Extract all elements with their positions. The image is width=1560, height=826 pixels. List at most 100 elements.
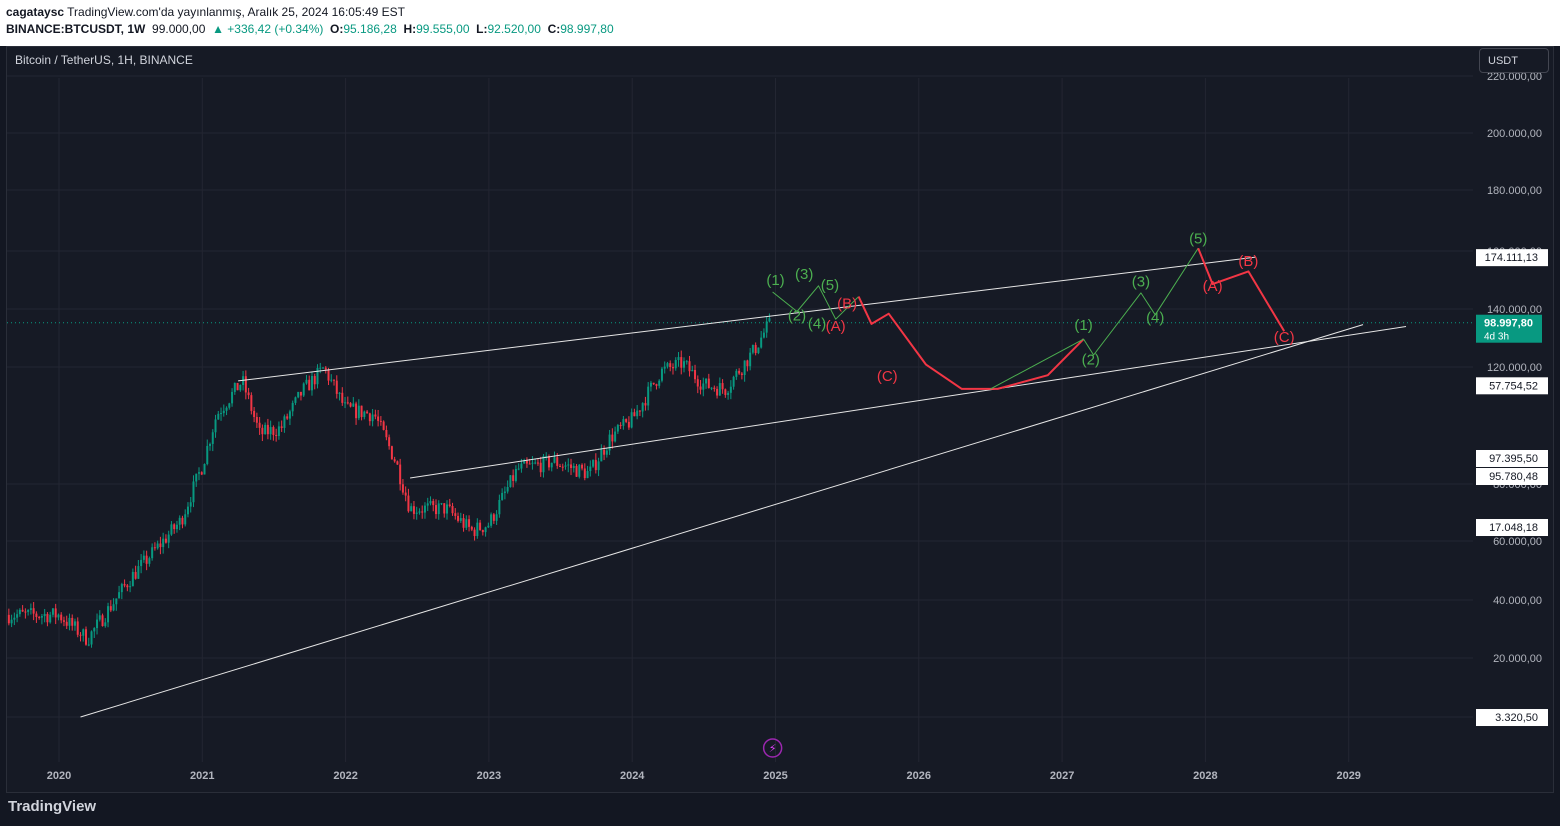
candle-body [62,620,65,622]
candle-body [542,456,545,473]
candle-body [118,592,121,599]
candle-body [768,318,771,322]
candle-body [239,385,242,391]
candle-body [35,613,38,617]
candle-body [616,425,619,432]
candle-body [71,617,74,626]
candle-body [87,644,90,646]
candle-body [261,427,264,435]
price-label-box [1476,709,1548,727]
candle-body [492,514,495,521]
candle-body [583,468,586,479]
candle-body [663,366,666,369]
candle-body [627,421,630,428]
candle-body [73,621,76,626]
candle-body [148,558,151,564]
candle-body [721,383,724,390]
x-tick-label: 2023 [477,770,501,782]
published-text: TradingView.com'da yayınlanmış, Aralık 2… [67,5,405,19]
trend-line [410,326,1407,479]
candle-body [699,386,702,390]
candle-body [517,468,520,470]
candle-body [231,391,234,404]
candle-body [622,419,625,426]
flash-icon[interactable] [762,738,783,758]
candle-body [192,481,195,503]
candle-body [258,422,261,428]
candle-body [528,463,531,465]
candle-body [671,367,674,369]
candle-body [151,547,154,559]
wave-label: (5) [821,277,839,294]
candle-body [134,571,137,579]
author-name[interactable]: cagataysc [6,5,65,19]
candle-body [316,367,319,385]
candle-body [164,538,167,543]
candle-body [605,450,608,455]
candle-body [322,367,325,369]
price-label-text: 174.111,13 [1485,252,1538,264]
candle-body [718,383,721,396]
candle-body [162,538,165,548]
candle-body [716,388,719,396]
close-label: C: [547,22,561,36]
candle-body [288,411,291,419]
candle-body [310,376,313,391]
candle-body [10,619,13,624]
candle-body [685,361,688,363]
candle-body [749,352,752,367]
candle-body [195,473,198,482]
candle-body [178,517,181,525]
publication-header: cagataysc TradingView.com'da yayınlanmış… [0,0,1560,46]
candle-body [589,466,592,472]
candle-body [352,403,355,407]
candle-body [286,416,289,419]
plot-area[interactable]: (1)(2)(3)(4)(5)(A)(B)(C)(1)(2)(3)(4)(5)(… [7,230,1473,718]
brand-text: TradingView [8,798,97,815]
candle-body [393,459,396,462]
projection-wave-red-2 [1197,247,1286,332]
candle-body [705,378,708,384]
candle-body [636,410,639,417]
candle-body [57,614,60,618]
candle-body [374,414,377,417]
candle-body [399,464,402,485]
symbol-name[interactable]: BINANCE:BTCUSDT, 1W [6,22,146,36]
candle-body [371,414,374,422]
candle-body [313,376,316,385]
candle-body [333,379,336,381]
candle-body [536,462,539,464]
currency-button[interactable]: USDT [1479,48,1549,73]
candle-body [159,543,162,548]
candle-body [547,456,550,468]
candle-body [228,403,231,408]
high-label: H: [403,22,417,36]
publication-info: cagataysc TradingView.com'da yayınlanmış… [6,5,405,19]
candle-body [743,360,746,375]
candle-body [476,522,479,537]
y-tick-label: 120.000,00 [1487,362,1542,374]
candle-body [299,391,302,396]
candle-body [655,384,658,386]
y-tick-label: 140.000,00 [1487,304,1542,316]
candle-body [434,505,437,515]
candle-body [7,614,10,624]
candle-body [760,337,763,348]
candle-body [291,402,294,412]
candle-body [327,369,330,381]
candle-body [446,504,449,514]
candle-body [625,419,628,422]
tradingview-logo[interactable]: TradingView [8,798,96,815]
candle-body [694,369,697,380]
candle-body [21,609,24,612]
ohlc-legend: BINANCE:BTCUSDT, 1W 99.000,00 ▲ +336,42 … [6,22,614,36]
candle-body [167,534,170,543]
candle-body [27,609,30,612]
wave-label: (1) [1074,317,1092,334]
candle-body [707,378,710,388]
candle-body [440,503,443,505]
candle-body [250,395,253,411]
open-value: 95.186,28 [343,22,397,36]
candle-body [170,524,173,535]
